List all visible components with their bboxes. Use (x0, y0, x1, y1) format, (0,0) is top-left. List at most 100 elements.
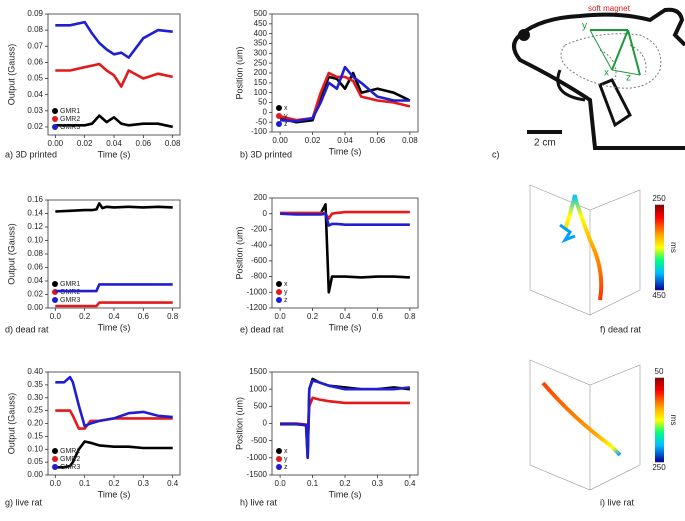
legend-marker (52, 124, 58, 130)
y-tick-label: 0.06 (27, 58, 43, 67)
legend-marker (52, 116, 58, 122)
colorbar (655, 378, 664, 462)
y-tick-label: 0.08 (27, 249, 43, 258)
y-tick-label: -50 (255, 117, 267, 126)
x-tick-label: 0.0 (50, 479, 62, 488)
series-line (55, 62, 173, 88)
y-tick-label: 200 (254, 68, 268, 77)
legend-label: z (284, 297, 288, 304)
x-axis-label: Time (s) (98, 322, 131, 332)
y-tick-label: 0.04 (27, 90, 43, 99)
y-tick-label: 0.06 (27, 263, 43, 272)
caption: d) dead rat (5, 324, 49, 334)
y-tick-label: 50 (258, 98, 267, 107)
y-tick-label: 1000 (249, 384, 267, 393)
x-tick-label: 0.06 (370, 136, 386, 145)
legend-marker (276, 297, 282, 303)
y-tick-label: 0.35 (27, 380, 43, 389)
plot-frame (271, 13, 419, 133)
series-line (55, 20, 173, 59)
caption: i) live rat (600, 497, 635, 507)
series-line (280, 203, 410, 294)
trajectory (541, 381, 622, 457)
x-tick-label: 0.04 (337, 136, 353, 145)
legend-marker (52, 464, 58, 470)
y-axis-label: Position (um) (234, 397, 244, 450)
y-tick-label: 0.09 (27, 9, 43, 18)
y-axis-label: Output (Gauss) (6, 223, 16, 285)
y-tick-label: 1500 (249, 367, 267, 376)
legend-label: z (284, 121, 288, 128)
series-line (55, 283, 173, 293)
x-tick-label: 0.8 (167, 312, 179, 321)
x-axis-label: Time (s) (329, 146, 362, 156)
legend-marker (52, 108, 58, 114)
axis-label: x (604, 68, 609, 79)
y-tick-label: 0.00 (27, 470, 43, 479)
caption: e) dead rat (240, 324, 284, 334)
legend-label: GMR3 (60, 124, 80, 131)
x-tick-label: 0.3 (372, 479, 384, 488)
series-line (280, 210, 410, 220)
series-line (55, 202, 173, 213)
y-tick-label: 100 (254, 88, 268, 97)
y-tick-label: 0.05 (27, 74, 43, 83)
colorbar-tick-label: 450 (652, 291, 666, 300)
legend-marker (52, 456, 58, 462)
y-tick-label: 250 (254, 58, 268, 67)
x-tick-label: 0.3 (138, 479, 150, 488)
y-tick-label: 0.02 (27, 290, 43, 299)
legend-label: GMR1 (60, 281, 80, 288)
legend-label: x (284, 448, 288, 455)
y-tick-label: 0.08 (27, 25, 43, 34)
legend-label: x (284, 281, 288, 288)
legend-marker (52, 281, 58, 287)
y-tick-label: 0 (263, 209, 268, 218)
caption: h) live rat (240, 497, 278, 507)
caption: a) 3D printed (5, 149, 57, 159)
series-line (280, 396, 410, 446)
y-tick-label: 0.00 (27, 303, 43, 312)
x-tick-label: 0.4 (108, 312, 120, 321)
y-tick-label: -1000 (247, 287, 268, 296)
x-tick-label: 0.2 (108, 479, 120, 488)
x-tick-label: 0.4 (167, 479, 179, 488)
colorbar-label: ms (669, 415, 678, 426)
rat-diagram (512, 7, 685, 150)
colorbar-tick-label: 250 (652, 463, 666, 472)
series-line (279, 71, 411, 124)
y-tick-label: 0.07 (27, 41, 43, 50)
legend-label: y (284, 113, 288, 120)
y-tick-label: 0.02 (27, 122, 43, 131)
y-tick-label: 300 (254, 48, 268, 57)
y-tick-label: 450 (254, 19, 268, 28)
y-tick-label: 0.20 (27, 419, 43, 428)
x-tick-label: 0.02 (305, 136, 321, 145)
series-line (55, 114, 173, 129)
axes-3d (529, 184, 641, 491)
series-line (55, 409, 173, 430)
x-tick-label: 0.04 (106, 139, 122, 148)
legend-label: y (284, 289, 288, 296)
y-tick-label: 0.04 (27, 276, 43, 285)
series-line (279, 71, 411, 122)
series-line (280, 65, 410, 123)
y-axis-label: Position (um) (234, 226, 244, 279)
x-tick-label: 0.4 (404, 479, 416, 488)
magnet-axes (589, 29, 641, 76)
legend-marker (52, 297, 58, 303)
series-line (55, 301, 173, 308)
series-line (280, 377, 411, 460)
colorbar-tick-label: 50 (655, 367, 664, 376)
legend-label: z (284, 464, 288, 471)
colorbar-tick-label: 250 (652, 194, 666, 203)
caption: c) (492, 149, 500, 159)
x-tick-label: 0.0 (50, 312, 62, 321)
x-axis-label: Time (s) (329, 489, 362, 499)
y-tick-label: 0.12 (27, 222, 43, 231)
legend-label: GMR3 (60, 464, 80, 471)
y-tick-label: 0.40 (27, 367, 43, 376)
caption: b) 3D printed (240, 149, 292, 159)
trajectory (559, 223, 576, 244)
caption: g) live rat (5, 497, 43, 507)
